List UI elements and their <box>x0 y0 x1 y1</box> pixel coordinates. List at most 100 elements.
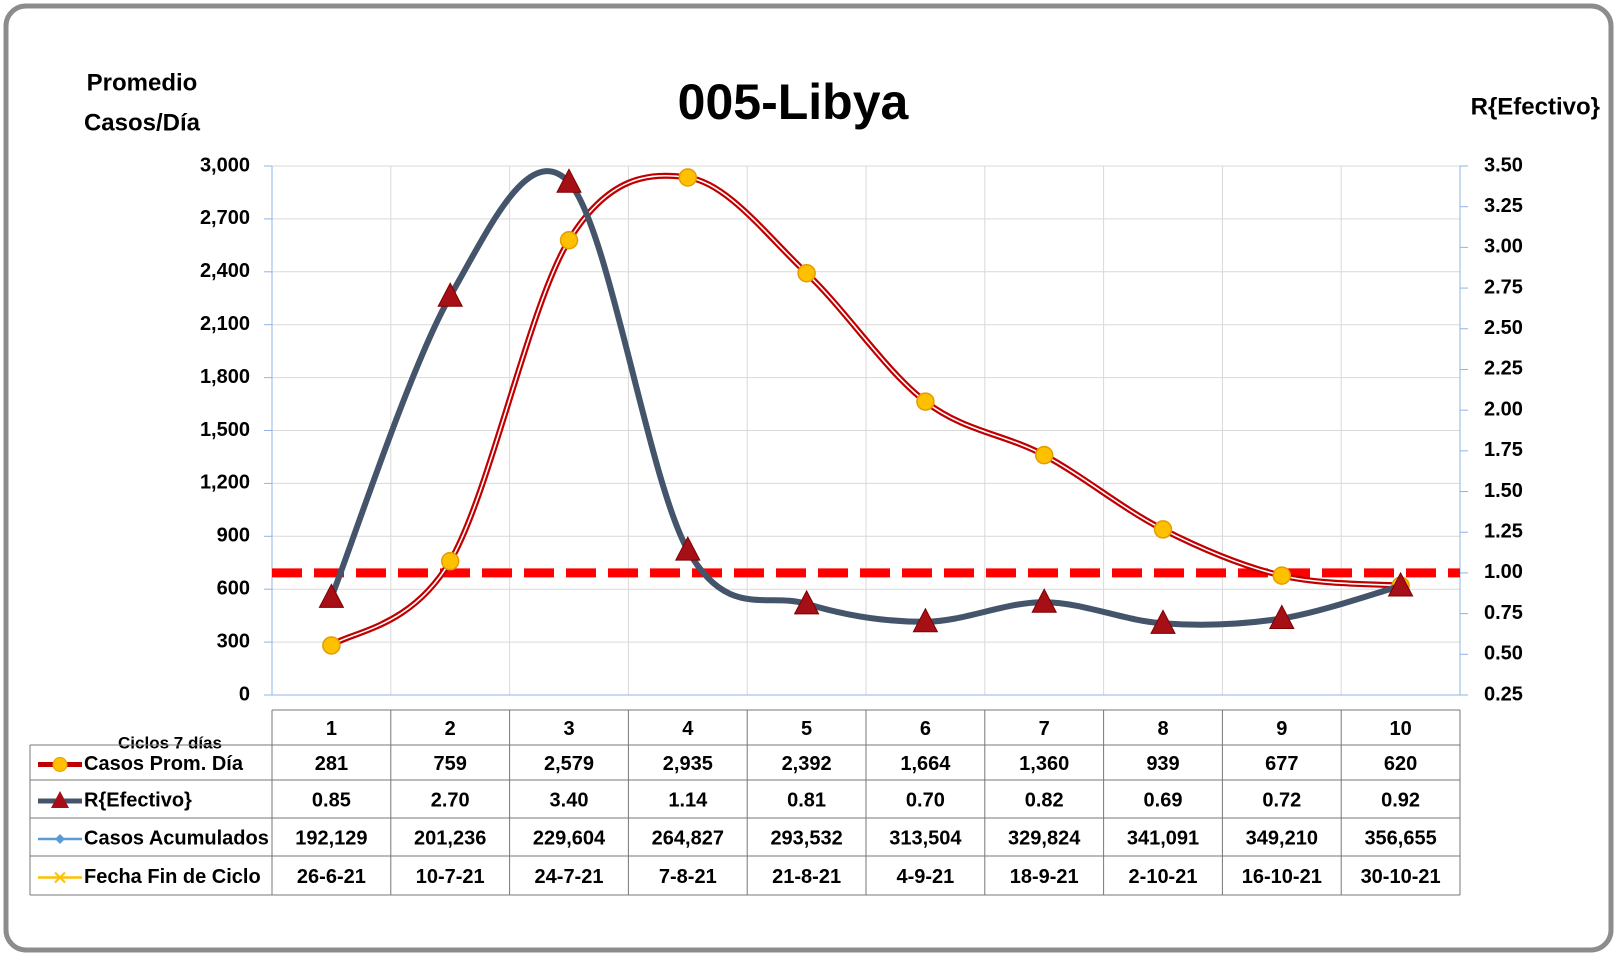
y2-tick-label: 0.75 <box>1484 602 1523 624</box>
table-cell: 677 <box>1265 753 1298 775</box>
table-cell: 3.40 <box>550 789 589 811</box>
table-cell: 7-8-21 <box>659 866 717 888</box>
y-tick-label: 1,500 <box>200 419 250 441</box>
y2-tick-label: 2.00 <box>1484 398 1523 420</box>
legend-marker <box>51 791 69 808</box>
table-cell: 264,827 <box>652 827 724 849</box>
point-marker <box>916 392 935 411</box>
table-cell: 21-8-21 <box>772 866 841 888</box>
table-cell: 0.92 <box>1381 789 1420 811</box>
x-tick-label: 3 <box>563 718 574 740</box>
point-marker <box>437 282 464 307</box>
table-cell: 2-10-21 <box>1129 866 1198 888</box>
x-tick-label: 10 <box>1389 718 1411 740</box>
y2-tick-label: 0.50 <box>1484 643 1523 665</box>
legend-label: Casos Acumulados <box>84 827 269 849</box>
x-tick-label: 1 <box>326 718 337 740</box>
x-tick-label: 8 <box>1157 718 1168 740</box>
table-cell: 349,210 <box>1246 827 1318 849</box>
legend-marker <box>54 871 66 884</box>
point-marker <box>912 607 939 633</box>
table-cell: 18-9-21 <box>1010 866 1079 888</box>
y-axis-title: Casos/Día <box>84 109 201 136</box>
point-marker <box>322 636 341 655</box>
y2-tick-label: 1.00 <box>1484 561 1523 583</box>
series-line <box>328 168 1402 628</box>
x-tick-label: 7 <box>1039 718 1050 740</box>
table-cell: 0.69 <box>1144 789 1183 811</box>
y-tick-label: 600 <box>217 577 250 599</box>
y2-tick-label: 2.50 <box>1484 317 1523 339</box>
table-cell: 0.85 <box>312 789 351 811</box>
y2-tick-label: 1.50 <box>1484 480 1523 502</box>
x-axis-title: Ciclos 7 días <box>118 733 222 752</box>
point-marker <box>556 168 582 193</box>
table-cell: 24-7-21 <box>535 866 604 888</box>
table-cell: 26-6-21 <box>297 866 366 888</box>
point-marker <box>678 168 698 187</box>
y2-tick-label: 1.25 <box>1484 521 1523 543</box>
point-marker <box>1034 445 1054 465</box>
legend-marker <box>55 834 65 844</box>
table-cell: 341,091 <box>1127 827 1199 849</box>
y2-tick-label: 3.50 <box>1484 154 1523 176</box>
y-tick-label: 1,800 <box>200 366 250 388</box>
point-marker <box>793 589 820 615</box>
table-cell: 313,504 <box>889 827 962 849</box>
x-tick-label: 5 <box>801 718 812 740</box>
legend-label: R{Efectivo} <box>84 789 192 811</box>
table-cell: 30-10-21 <box>1361 866 1441 888</box>
table-cell: 939 <box>1146 753 1179 775</box>
y2-tick-label: 1.75 <box>1484 439 1523 461</box>
table-cell: 1,360 <box>1019 753 1069 775</box>
table-cell: 356,655 <box>1364 827 1436 849</box>
table-cell: 1.14 <box>668 789 708 811</box>
point-marker <box>318 583 345 608</box>
table-cell: 10-7-21 <box>416 866 485 888</box>
point-marker <box>674 536 701 561</box>
point-marker <box>1268 604 1295 629</box>
x-tick-label: 2 <box>445 718 456 740</box>
y-tick-label: 900 <box>217 525 250 547</box>
y-tick-label: 2,400 <box>200 260 250 282</box>
y2-axis-title: R{Efectivo} <box>1471 93 1600 120</box>
point-marker <box>797 263 816 283</box>
table-cell: 229,604 <box>533 827 606 849</box>
point-marker <box>1153 520 1173 539</box>
table-cell: 2,935 <box>663 753 713 775</box>
series-line-highlight <box>330 175 1401 647</box>
table-cell: 201,236 <box>414 827 486 849</box>
y-tick-label: 2,100 <box>200 313 250 335</box>
legend-label: Casos Prom. Día <box>84 753 244 775</box>
y2-tick-label: 2.75 <box>1484 276 1523 298</box>
chart-title: 005-Libya <box>678 74 910 130</box>
x-tick-label: 4 <box>682 718 694 740</box>
y2-tick-label: 3.00 <box>1484 236 1523 258</box>
point-marker <box>559 230 579 250</box>
point-marker <box>1150 609 1176 634</box>
x-tick-label: 9 <box>1276 718 1287 740</box>
y2-tick-label: 0.25 <box>1484 683 1523 705</box>
point-marker <box>1387 571 1414 597</box>
table-cell: 16-10-21 <box>1242 866 1322 888</box>
legend-label: Fecha Fin de Ciclo <box>84 866 261 888</box>
point-marker <box>1272 566 1292 585</box>
point-marker <box>1031 588 1058 613</box>
table-cell: 2.70 <box>431 789 470 811</box>
y-tick-label: 3,000 <box>200 154 250 176</box>
table-cell: 293,532 <box>770 827 842 849</box>
table-cell: 759 <box>434 753 467 775</box>
y2-tick-label: 3.25 <box>1484 195 1523 217</box>
table-cell: 620 <box>1384 753 1417 775</box>
y-tick-label: 2,700 <box>200 207 250 229</box>
table-cell: 2,392 <box>782 753 832 775</box>
table-cell: 329,824 <box>1008 827 1081 849</box>
y2-tick-label: 2.25 <box>1484 358 1523 380</box>
point-marker <box>440 551 460 571</box>
legend-marker <box>52 757 68 772</box>
table-cell: 1,664 <box>900 753 951 775</box>
table-cell: 192,129 <box>295 827 367 849</box>
table-cell: 4-9-21 <box>896 866 954 888</box>
y-tick-label: 300 <box>217 630 250 652</box>
